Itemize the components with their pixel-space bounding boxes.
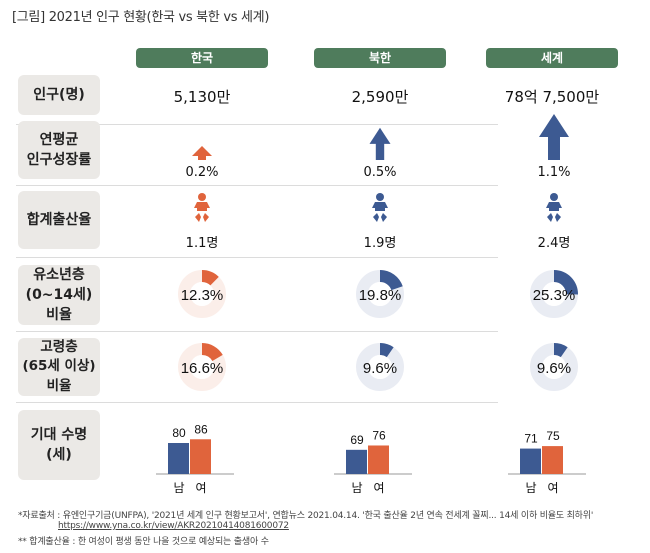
youth-donut-hole-world <box>542 282 566 306</box>
elderly-donut-slice-world <box>554 343 568 358</box>
row-label-elderly-line2: (65세 이상) 비율 <box>22 358 96 394</box>
fertility-north-korea: 1.9명 <box>363 236 397 251</box>
life-bar-male-north-korea <box>346 449 367 474</box>
row-divider <box>16 331 498 332</box>
population-north-korea: 2,590만 <box>351 88 409 106</box>
life-bar-female-korea <box>190 439 211 474</box>
life-bar-female-north-korea <box>368 445 389 474</box>
life-value-male-north-korea: 69 <box>350 433 364 447</box>
row-label-youth-line1: 유소년층 <box>33 266 85 283</box>
life-axis-label-male-korea: 남 <box>173 481 184 495</box>
growth-korea: 0.2% <box>185 165 219 180</box>
arrow-up-icon-korea <box>192 146 212 160</box>
life-bar-female-world <box>542 446 563 474</box>
elderly-value-world: 9.6% <box>537 360 571 377</box>
footnote-source: *자료출처 : 유엔인구기금(UNFPA), '2021년 세계 인구 현황보고… <box>18 511 594 521</box>
column-header-north-korea: 북한 <box>314 48 446 68</box>
elderly-donut-hole-north-korea <box>368 355 392 379</box>
life-axis-label-female-world: 여 <box>547 481 558 495</box>
life-bar-male-korea <box>168 443 189 474</box>
life-value-female-korea: 86 <box>194 422 208 436</box>
source-link[interactable]: https://www.yna.co.kr/view/AKR2021041408… <box>58 521 289 531</box>
row-label-youth-line2: (0~14세) 비율 <box>25 286 93 324</box>
youth-donut-slice-north-korea <box>380 270 403 291</box>
arrow-up-icon-world <box>539 114 569 160</box>
youth-donut-hole-korea <box>190 282 214 306</box>
elderly-value-korea: 16.6% <box>181 360 224 377</box>
row-divider <box>16 402 498 403</box>
footnote-fertility-note: ** 합계출산율 : 한 여성이 평생 동안 나을 것으로 예상되는 출생아 수 <box>18 537 269 547</box>
elderly-value-north-korea: 9.6% <box>363 360 397 377</box>
row-label-growth-line1: 연평균 <box>39 131 79 148</box>
row-label-elderly: 고령층 (65세 이상) 비율 <box>18 338 100 396</box>
life-bar-male-world <box>520 448 541 474</box>
life-axis-label-female-north-korea: 여 <box>373 481 384 495</box>
youth-value-north-korea: 19.8% <box>359 287 402 304</box>
arrow-up-icon-north-korea <box>369 127 391 160</box>
elderly-donut-hole-korea <box>190 355 214 379</box>
row-label-life-line2: (세) <box>46 447 72 463</box>
elderly-donut-hole-world <box>542 355 566 379</box>
row-label-population: 인구(명) <box>18 75 100 115</box>
row-label-growth: 연평균 인구성장률 <box>18 121 100 179</box>
growth-north-korea: 0.5% <box>363 165 397 180</box>
column-header-korea: 한국 <box>136 48 268 68</box>
life-value-male-world: 71 <box>524 432 538 446</box>
youth-value-world: 25.3% <box>533 287 576 304</box>
youth-donut-hole-north-korea <box>368 282 392 306</box>
row-label-elderly-line1: 고령층 <box>40 338 78 355</box>
life-value-male-korea: 80 <box>172 426 186 440</box>
baby-icon-north-korea <box>372 193 388 222</box>
life-value-female-world: 75 <box>546 429 560 443</box>
column-header-world: 세계 <box>486 48 618 68</box>
footnote-url[interactable]: https://www.yna.co.kr/view/AKR2021041408… <box>58 521 289 531</box>
row-label-fertility: 합계출산율 <box>18 191 100 249</box>
youth-donut-slice-world <box>554 270 578 295</box>
elderly-donut-slice-korea <box>202 343 223 361</box>
row-label-life-expectancy: 기대 수명 (세) <box>18 410 100 480</box>
fertility-world: 2.4명 <box>537 236 571 251</box>
population-korea: 5,130만 <box>173 88 231 106</box>
row-label-youth: 유소년층 (0~14세) 비율 <box>18 265 100 325</box>
row-divider <box>16 124 498 125</box>
baby-icon-world <box>546 193 562 222</box>
row-divider <box>16 185 498 186</box>
youth-donut-slice-korea <box>202 270 219 286</box>
youth-value-korea: 12.3% <box>181 287 224 304</box>
elderly-donut-slice-north-korea <box>380 343 394 358</box>
life-axis-label-male-north-korea: 남 <box>351 481 362 495</box>
fertility-korea: 1.1명 <box>185 236 219 251</box>
growth-world: 1.1% <box>537 165 571 180</box>
baby-icon-korea <box>194 193 210 222</box>
population-world: 78억 7,500만 <box>504 88 600 106</box>
figure-title: [그림] 2021년 인구 현황(한국 vs 북한 vs 세계) <box>12 10 270 25</box>
row-label-life-line1: 기대 수명 <box>30 426 88 443</box>
life-axis-label-female-korea: 여 <box>195 481 206 495</box>
row-label-growth-line2: 인구성장률 <box>26 152 92 168</box>
row-divider <box>16 257 498 258</box>
life-axis-label-male-world: 남 <box>525 481 536 495</box>
life-value-female-north-korea: 76 <box>372 428 386 442</box>
